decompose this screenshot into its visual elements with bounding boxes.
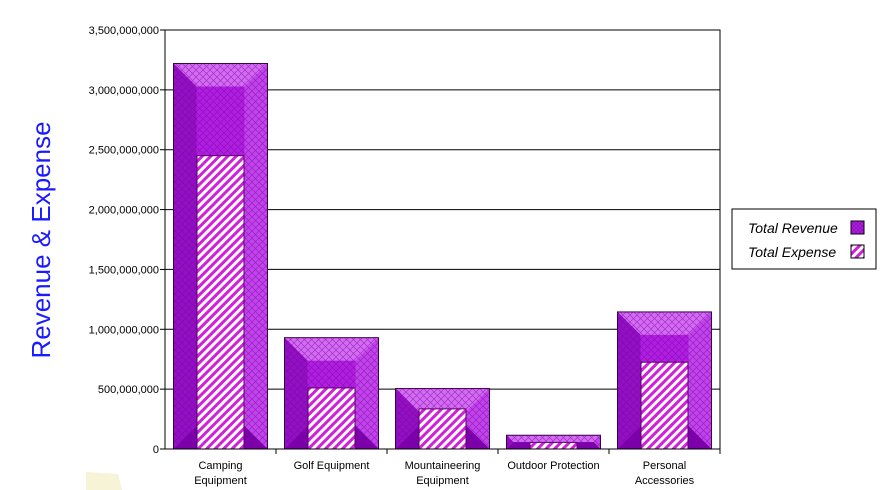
x-tick-label: Accessories (635, 475, 695, 487)
y-tick-label: 3,000,000,000 (89, 85, 159, 97)
expense-bar (196, 155, 245, 450)
y-axis-title: Revenue & Expense (26, 121, 56, 358)
expense-bar (307, 387, 356, 450)
legend-label-total-revenue: Total Revenue (748, 220, 838, 236)
y-tick-label: 3,500,000,000 (89, 25, 159, 37)
decorative-shape (86, 472, 122, 490)
expense-bar (529, 441, 578, 450)
x-tick-label: Camping (198, 460, 242, 472)
legend-swatch-total-revenue-hatch (851, 221, 864, 234)
y-tick-labels: 0 500,000,000 1,000,000,000 1,500,000,000 2,… (89, 25, 159, 456)
x-tick-label: Equipment (416, 475, 469, 487)
legend: Total Revenue Total Expense (731, 208, 877, 270)
category-labels: Camping Equipment Golf Equipment Mountainee… (194, 449, 721, 487)
x-tick-label: Golf Equipment (294, 460, 370, 472)
y-tick-label: 0 (153, 444, 159, 456)
expense-bar (640, 361, 689, 450)
y-tick-label: 1,500,000,000 (89, 264, 159, 276)
legend-box (731, 208, 877, 270)
plot-area-frame (164, 29, 721, 450)
expense-bar (418, 408, 467, 450)
y-tick-label: 2,500,000,000 (89, 145, 159, 157)
legend-swatch-total-expense (850, 244, 865, 259)
x-tick-label: Outdoor Protection (507, 460, 599, 472)
bars (173, 63, 712, 450)
y-tick-label: 1,000,000,000 (89, 324, 159, 336)
x-tick-label: Equipment (194, 475, 247, 487)
x-tick-label: Mountaineering (405, 460, 481, 472)
y-tick-label: 2,000,000,000 (89, 205, 159, 217)
x-tick-label: Personal (643, 460, 686, 472)
y-tick-label: 500,000,000 (98, 384, 159, 396)
legend-label-total-expense: Total Expense (748, 244, 836, 260)
